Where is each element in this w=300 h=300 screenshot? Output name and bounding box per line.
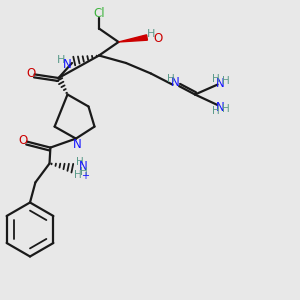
Text: H: H xyxy=(212,106,220,116)
Text: O: O xyxy=(153,32,162,45)
Text: N: N xyxy=(63,58,72,71)
Text: H: H xyxy=(167,74,175,84)
Text: N: N xyxy=(79,160,88,173)
Text: H: H xyxy=(76,157,84,167)
Text: N: N xyxy=(216,76,225,90)
Polygon shape xyxy=(118,35,147,42)
Text: +: + xyxy=(81,171,89,181)
Text: O: O xyxy=(26,67,35,80)
Text: N: N xyxy=(171,76,180,89)
Text: H: H xyxy=(212,74,220,84)
Text: Cl: Cl xyxy=(93,7,105,20)
Text: N: N xyxy=(72,137,81,151)
Text: H: H xyxy=(222,104,230,114)
Text: H: H xyxy=(80,167,87,177)
Text: H: H xyxy=(74,170,82,181)
Text: H: H xyxy=(222,76,230,86)
Text: H: H xyxy=(57,55,66,65)
Text: O: O xyxy=(19,134,28,147)
Text: H: H xyxy=(147,29,155,39)
Text: N: N xyxy=(216,101,225,114)
